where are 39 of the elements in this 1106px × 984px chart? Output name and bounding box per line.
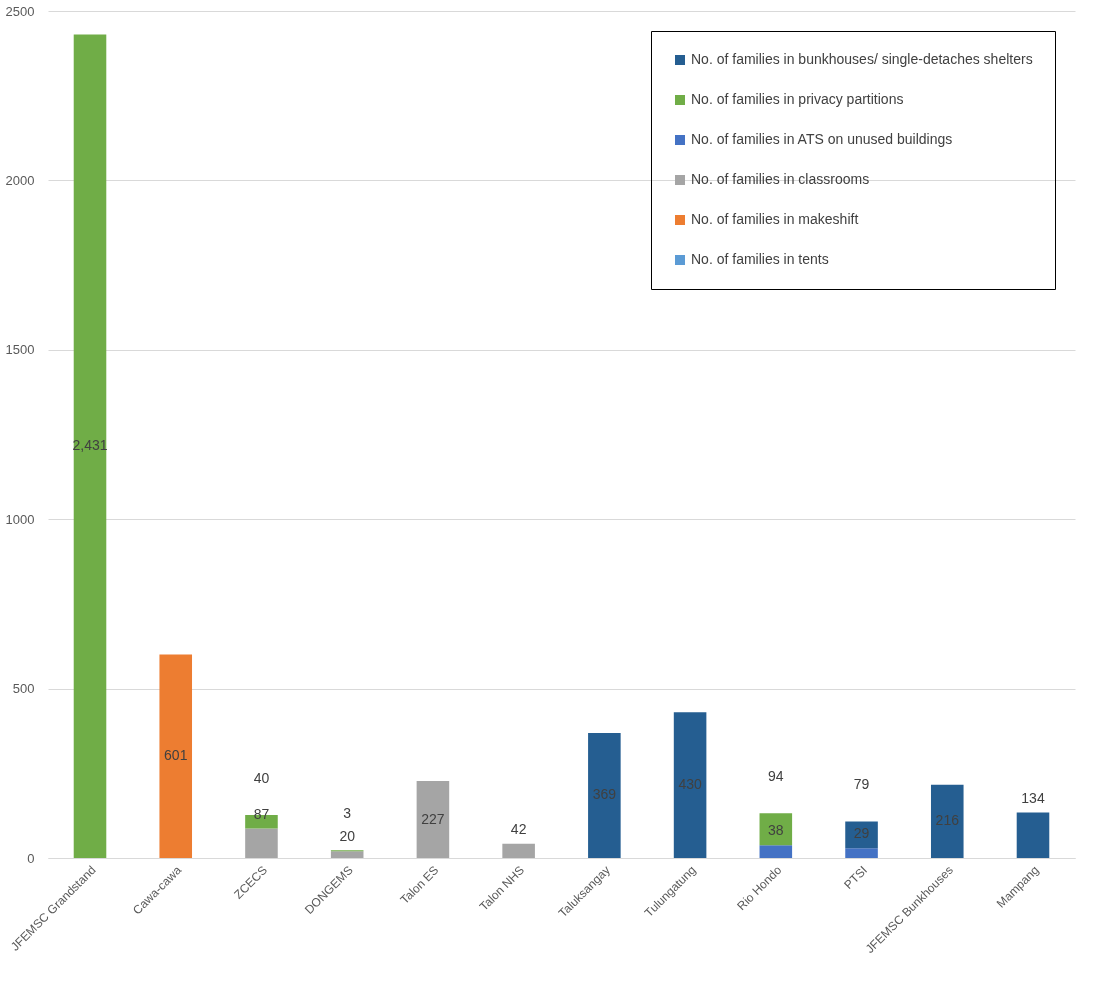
- data-label: 601: [164, 747, 188, 764]
- data-label: 40: [253, 769, 270, 786]
- bar: [73, 34, 107, 858]
- data-label: 430: [678, 776, 702, 793]
- bar: [245, 828, 278, 858]
- bar: [1016, 812, 1050, 858]
- data-label: 134: [1021, 789, 1045, 806]
- y-tick-label: 0: [27, 850, 35, 866]
- data-label: 29: [853, 825, 870, 842]
- bar: [502, 843, 535, 858]
- data-label: 38: [768, 822, 784, 839]
- data-label: 20: [339, 828, 356, 845]
- y-tick-label: 2500: [5, 3, 35, 19]
- data-label: 94: [768, 768, 784, 785]
- legend-label: No. of families in tents: [691, 251, 829, 267]
- bar: [588, 732, 621, 858]
- bar: [845, 821, 878, 849]
- bar: [330, 851, 364, 858]
- data-label: 42: [510, 820, 527, 837]
- legend-label: No. of families in ATS on unused buildings: [691, 131, 953, 147]
- legend-label: No. of families in classrooms: [691, 171, 870, 187]
- bar: [845, 848, 878, 858]
- bar: [930, 784, 964, 858]
- data-label: 3: [343, 805, 352, 822]
- data-label: 216: [935, 812, 960, 829]
- y-tick-label: 1000: [5, 511, 35, 527]
- y-tick-label: 1500: [5, 342, 35, 358]
- data-label: 79: [853, 776, 870, 793]
- bar: [759, 845, 793, 858]
- legend-label: No. of families in privacy partitions: [691, 91, 904, 107]
- legend-label: No. of families in makeshift: [691, 211, 859, 227]
- y-tick-label: 500: [12, 681, 35, 697]
- bar: [416, 781, 450, 858]
- data-label: 369: [592, 786, 617, 803]
- legend-label: No. of families in bunkhouses/ single-detaches shelters: [691, 51, 1033, 67]
- data-label: 227: [421, 810, 445, 827]
- bar: [159, 654, 193, 858]
- y-tick-label: 2000: [5, 172, 35, 188]
- bar: [673, 712, 707, 858]
